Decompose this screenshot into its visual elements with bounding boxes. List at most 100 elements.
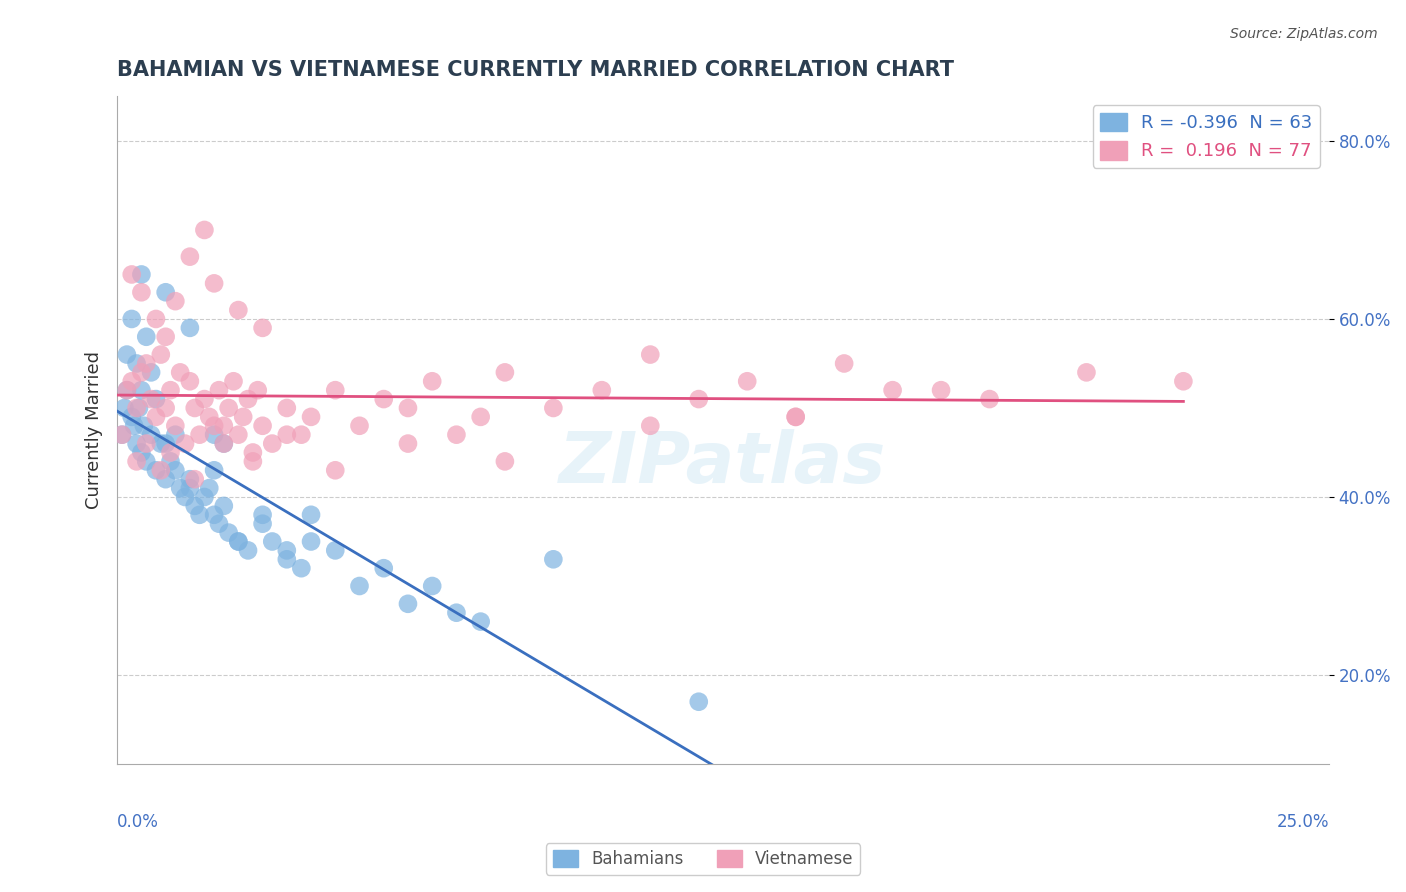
Point	[131, 383, 153, 397]
Point	[470, 615, 492, 629]
Point	[262, 534, 284, 549]
Point	[135, 454, 157, 468]
Point	[169, 365, 191, 379]
Point	[222, 374, 245, 388]
Point	[929, 383, 952, 397]
Point	[323, 543, 346, 558]
Point	[145, 463, 167, 477]
Point	[735, 374, 758, 388]
Point	[179, 472, 201, 486]
Point	[198, 409, 221, 424]
Point	[494, 454, 516, 468]
Point	[228, 534, 250, 549]
Point	[228, 427, 250, 442]
Point	[159, 383, 181, 397]
Point	[208, 516, 231, 531]
Point	[183, 499, 205, 513]
Point	[139, 392, 162, 406]
Point	[208, 383, 231, 397]
Point	[145, 312, 167, 326]
Point	[139, 365, 162, 379]
Point	[202, 463, 225, 477]
Point	[396, 436, 419, 450]
Point	[135, 436, 157, 450]
Point	[882, 383, 904, 397]
Point	[446, 606, 468, 620]
Point	[193, 223, 215, 237]
Point	[252, 418, 274, 433]
Point	[299, 534, 322, 549]
Point	[252, 321, 274, 335]
Point	[155, 436, 177, 450]
Y-axis label: Currently Married: Currently Married	[86, 351, 103, 509]
Point	[373, 392, 395, 406]
Point	[979, 392, 1001, 406]
Point	[420, 374, 443, 388]
Point	[290, 427, 312, 442]
Point	[785, 409, 807, 424]
Point	[218, 401, 240, 415]
Point	[179, 374, 201, 388]
Point	[114, 401, 136, 415]
Point	[155, 472, 177, 486]
Point	[155, 330, 177, 344]
Point	[125, 401, 148, 415]
Point	[169, 481, 191, 495]
Point	[276, 543, 298, 558]
Point	[165, 427, 187, 442]
Point	[212, 418, 235, 433]
Point	[121, 374, 143, 388]
Point	[165, 463, 187, 477]
Point	[212, 436, 235, 450]
Point	[470, 409, 492, 424]
Point	[396, 597, 419, 611]
Point	[159, 454, 181, 468]
Point	[543, 401, 565, 415]
Point	[135, 356, 157, 370]
Point	[232, 409, 254, 424]
Point	[145, 392, 167, 406]
Point	[193, 490, 215, 504]
Point	[188, 427, 211, 442]
Point	[688, 392, 710, 406]
Point	[236, 543, 259, 558]
Point	[349, 579, 371, 593]
Point	[202, 427, 225, 442]
Point	[276, 552, 298, 566]
Point	[145, 409, 167, 424]
Point	[299, 508, 322, 522]
Point	[115, 383, 138, 397]
Point	[688, 695, 710, 709]
Point	[131, 365, 153, 379]
Point	[155, 285, 177, 300]
Point	[349, 418, 371, 433]
Point	[202, 277, 225, 291]
Legend: Bahamians, Vietnamese: Bahamians, Vietnamese	[546, 843, 860, 875]
Point	[131, 268, 153, 282]
Point	[198, 481, 221, 495]
Point	[149, 463, 172, 477]
Point	[543, 552, 565, 566]
Point	[202, 508, 225, 522]
Point	[193, 392, 215, 406]
Point	[183, 401, 205, 415]
Point	[276, 401, 298, 415]
Point	[121, 409, 143, 424]
Point	[591, 383, 613, 397]
Point	[125, 356, 148, 370]
Point	[125, 436, 148, 450]
Point	[125, 454, 148, 468]
Point	[165, 418, 187, 433]
Point	[131, 445, 153, 459]
Point	[252, 516, 274, 531]
Point	[139, 427, 162, 442]
Point	[165, 294, 187, 309]
Point	[135, 330, 157, 344]
Point	[242, 454, 264, 468]
Point	[188, 508, 211, 522]
Point	[494, 365, 516, 379]
Point	[262, 436, 284, 450]
Point	[179, 321, 201, 335]
Point	[149, 348, 172, 362]
Point	[174, 490, 197, 504]
